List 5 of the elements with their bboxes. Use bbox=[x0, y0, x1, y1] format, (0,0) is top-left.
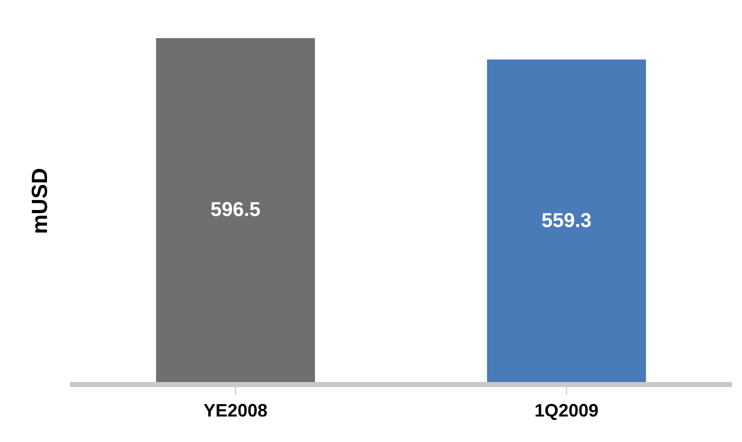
y-axis-title: mUSD bbox=[26, 168, 52, 234]
data-label: 596.5 bbox=[210, 199, 261, 222]
x-tick-label: YE2008 bbox=[203, 400, 268, 421]
data-label: 559.3 bbox=[541, 210, 592, 232]
x-tick-label: 1Q2009 bbox=[534, 400, 599, 421]
